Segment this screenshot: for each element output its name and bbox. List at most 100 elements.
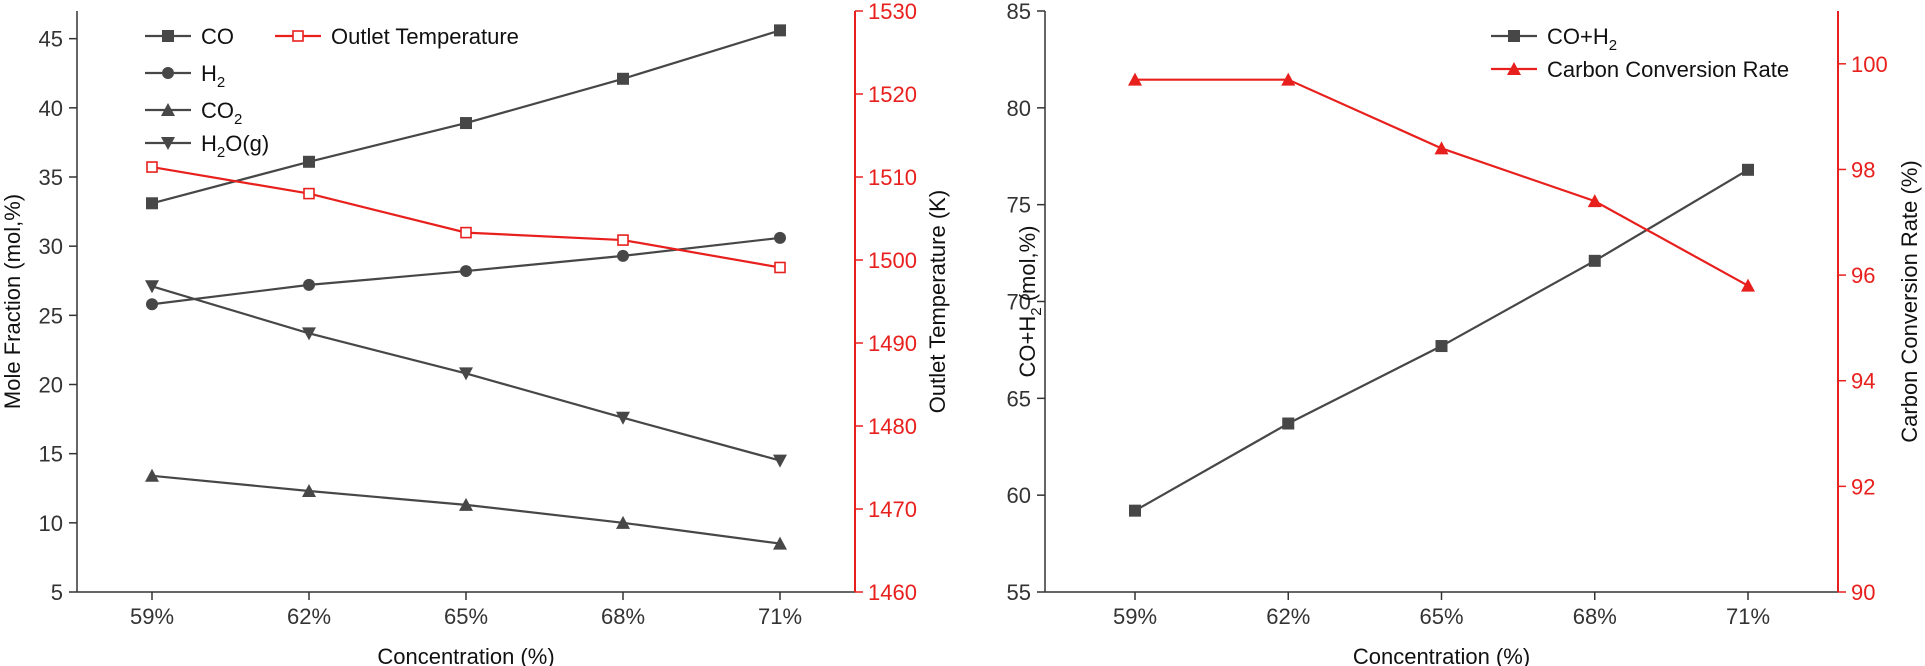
point-co-h2 bbox=[1282, 417, 1295, 430]
left-tick-label: 35 bbox=[39, 165, 63, 190]
legend-label-h2o-g: H2O(g) bbox=[201, 131, 269, 161]
left-tick-label: 80 bbox=[1007, 96, 1031, 121]
point-carbon-conversion-rate bbox=[1128, 72, 1142, 86]
legend-marker-outlet-temperature bbox=[292, 30, 304, 42]
left-tick-label: 70 bbox=[1007, 290, 1031, 315]
x-tick-label: 62% bbox=[1266, 604, 1310, 629]
point-h2o-g bbox=[145, 280, 159, 294]
point-co-h2 bbox=[1742, 163, 1754, 176]
point-h2 bbox=[617, 249, 629, 262]
point-carbon-conversion-rate bbox=[1587, 194, 1602, 208]
point-co bbox=[617, 72, 629, 85]
x-axis-title: Concentration (%) bbox=[377, 644, 554, 666]
legend-label-co-h2: CO+H2 bbox=[1547, 24, 1617, 54]
point-outlet-temperature bbox=[146, 161, 158, 173]
right-tick-label: 92 bbox=[1851, 474, 1875, 499]
point-outlet-temperature bbox=[774, 261, 786, 274]
x-axis-title: Concentration (%) bbox=[1353, 644, 1530, 666]
right-tick-label: 94 bbox=[1851, 369, 1875, 394]
chart-co-h2-conversion: 55 60 65 70 75 80 85 90 92 94 96 98 100 59% 62% 65% 68% 7… bbox=[1007, 0, 1922, 666]
right-tick-label: 100 bbox=[1851, 52, 1888, 77]
left-tick-label: 10 bbox=[39, 511, 63, 536]
left-tick-label: 85 bbox=[1007, 0, 1031, 24]
point-outlet-temperature bbox=[303, 187, 315, 200]
right-tick-label: 90 bbox=[1851, 580, 1875, 605]
left-tick-label: 65 bbox=[1007, 386, 1031, 411]
left-tick-label: 5 bbox=[51, 580, 63, 605]
x-tick-label: 68% bbox=[1573, 604, 1617, 629]
point-h2o-g bbox=[773, 454, 787, 468]
point-co2 bbox=[616, 515, 630, 529]
left-tick-label: 40 bbox=[39, 96, 63, 121]
point-co bbox=[303, 155, 315, 168]
legend-marker-co2 bbox=[161, 103, 175, 116]
x-tick-label: 71% bbox=[758, 604, 802, 629]
legend-marker-co-h2 bbox=[1508, 30, 1520, 42]
legend-marker-carbon-conversion-rate bbox=[1507, 62, 1521, 75]
point-co bbox=[774, 24, 786, 37]
x-tick-label: 71% bbox=[1726, 604, 1770, 629]
x-tick-label: 65% bbox=[1419, 604, 1463, 629]
series-line-co bbox=[151, 29, 781, 205]
point-carbon-conversion-rate bbox=[1434, 141, 1449, 155]
x-tick-label: 59% bbox=[130, 604, 174, 629]
x-tick-label: 62% bbox=[287, 604, 331, 629]
left-tick-label: 75 bbox=[1007, 193, 1031, 218]
point-co2 bbox=[459, 497, 473, 511]
point-co-h2 bbox=[1129, 504, 1141, 517]
point-outlet-temperature bbox=[617, 234, 629, 246]
right-tick-label: 1470 bbox=[868, 497, 917, 522]
point-co-h2 bbox=[1435, 340, 1448, 353]
right-tick-label: 1480 bbox=[868, 414, 917, 439]
point-co bbox=[146, 197, 158, 210]
right-tick-label: 1500 bbox=[868, 248, 917, 273]
legend-marker-h2o-g bbox=[161, 137, 175, 150]
right-tick-label: 1520 bbox=[868, 82, 917, 107]
left-tick-label: 15 bbox=[39, 442, 63, 467]
point-h2 bbox=[146, 298, 158, 311]
right-tick-label: 96 bbox=[1851, 263, 1875, 288]
left-tick-label: 55 bbox=[1007, 580, 1031, 605]
point-outlet-temperature bbox=[460, 226, 472, 239]
point-carbon-conversion-rate bbox=[1741, 278, 1755, 292]
series-line-carbon-conversion-rate bbox=[1135, 78, 1749, 287]
point-h2o-g bbox=[459, 367, 473, 381]
chart-mole-fraction: 5101520253035404514601470148014901500151… bbox=[0, 0, 950, 666]
y2-axis-title: Outlet Temperature (K) bbox=[925, 190, 950, 413]
point-carbon-conversion-rate bbox=[1281, 72, 1296, 86]
right-tick-label: 1510 bbox=[868, 165, 917, 190]
legend-marker-co bbox=[162, 30, 174, 42]
left-tick-label: 20 bbox=[39, 373, 63, 398]
point-h2 bbox=[460, 265, 472, 278]
legend-label-co: CO bbox=[201, 24, 234, 49]
right-tick-label: 98 bbox=[1851, 157, 1875, 182]
legend-label-h2: H2 bbox=[201, 61, 225, 91]
legend-label-carbon-conversion-rate: Carbon Conversion Rate bbox=[1547, 57, 1789, 82]
point-h2 bbox=[774, 231, 786, 244]
x-tick-label: 59% bbox=[1113, 604, 1157, 629]
left-tick-label: 45 bbox=[39, 27, 63, 52]
point-h2o-g bbox=[616, 411, 630, 425]
y-axis-title: CO+H2 (mol,%) bbox=[1015, 226, 1045, 378]
legend-marker-h2 bbox=[162, 67, 174, 79]
y2-axis-title: Carbon Conversion Rate (%) bbox=[1897, 160, 1922, 442]
legend-label-co2: CO2 bbox=[201, 98, 242, 128]
point-co2 bbox=[145, 468, 159, 482]
y-axis-title: Mole Fraction (mol,%) bbox=[0, 194, 25, 409]
x-tick-label: 68% bbox=[601, 604, 645, 629]
point-h2 bbox=[303, 278, 315, 291]
point-co2 bbox=[773, 536, 787, 550]
series-line-outlet-temperature bbox=[151, 165, 781, 269]
right-tick-label: 1530 bbox=[868, 0, 917, 24]
legend-label-outlet-temperature: Outlet Temperature bbox=[331, 24, 519, 49]
left-tick-label: 25 bbox=[39, 303, 63, 328]
point-co2 bbox=[302, 484, 316, 498]
x-tick-label: 65% bbox=[444, 604, 488, 629]
point-h2o-g bbox=[302, 327, 316, 341]
left-tick-label: 30 bbox=[39, 234, 63, 259]
right-tick-label: 1490 bbox=[868, 331, 917, 356]
left-tick-label: 60 bbox=[1007, 483, 1031, 508]
right-tick-label: 1460 bbox=[868, 580, 917, 605]
point-co bbox=[460, 117, 472, 130]
